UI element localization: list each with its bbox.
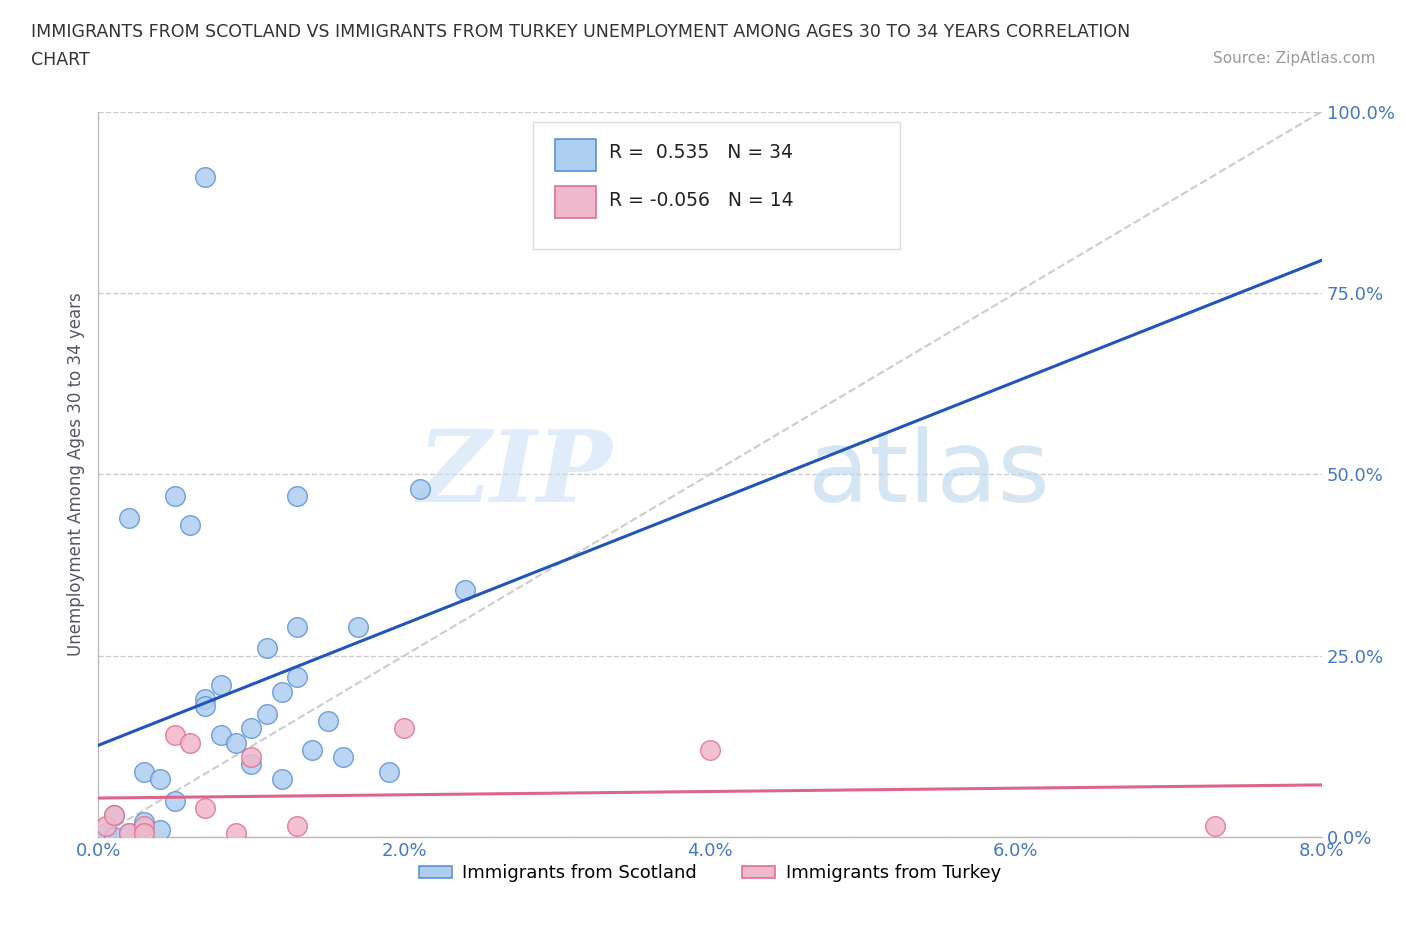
Point: [285, 670, 308, 684]
FancyBboxPatch shape: [555, 140, 596, 171]
Point: [94, 826, 117, 841]
Point: [225, 826, 247, 841]
Point: [454, 583, 477, 598]
Point: [240, 721, 263, 736]
Text: ZIP: ZIP: [418, 426, 612, 523]
Point: [256, 706, 278, 721]
FancyBboxPatch shape: [533, 123, 900, 249]
Point: [285, 818, 308, 833]
Point: [270, 684, 294, 699]
Point: [103, 808, 125, 823]
Point: [194, 692, 217, 707]
Text: IMMIGRANTS FROM SCOTLAND VS IMMIGRANTS FROM TURKEY UNEMPLOYMENT AMONG AGES 30 TO: IMMIGRANTS FROM SCOTLAND VS IMMIGRANTS F…: [31, 23, 1130, 41]
Point: [163, 488, 186, 503]
Point: [103, 808, 125, 823]
Text: CHART: CHART: [31, 51, 90, 69]
Point: [134, 764, 156, 779]
Point: [256, 641, 278, 656]
Point: [194, 699, 217, 714]
Point: [301, 742, 323, 757]
Point: [94, 818, 117, 833]
Text: atlas: atlas: [808, 426, 1049, 523]
Point: [194, 169, 217, 184]
Point: [316, 713, 339, 728]
Text: R =  0.535   N = 34: R = 0.535 N = 34: [609, 143, 793, 163]
Point: [408, 482, 430, 497]
Point: [347, 619, 370, 634]
Point: [179, 736, 201, 751]
Point: [285, 488, 308, 503]
Point: [118, 511, 141, 525]
Point: [209, 677, 232, 692]
Point: [163, 793, 186, 808]
Point: [134, 818, 156, 833]
Point: [1204, 818, 1226, 833]
Point: [270, 772, 294, 787]
Point: [240, 757, 263, 772]
Text: R = -0.056   N = 14: R = -0.056 N = 14: [609, 191, 793, 209]
Point: [209, 728, 232, 743]
Point: [118, 826, 141, 841]
Point: [149, 772, 172, 787]
Point: [332, 750, 354, 764]
Point: [285, 619, 308, 634]
Point: [378, 764, 401, 779]
Y-axis label: Unemployment Among Ages 30 to 34 years: Unemployment Among Ages 30 to 34 years: [66, 292, 84, 657]
Point: [103, 830, 125, 844]
FancyBboxPatch shape: [555, 186, 596, 219]
Point: [134, 826, 156, 841]
Point: [163, 728, 186, 743]
Point: [225, 736, 247, 751]
Legend: Immigrants from Scotland, Immigrants from Turkey: Immigrants from Scotland, Immigrants fro…: [412, 857, 1008, 890]
Point: [149, 822, 172, 837]
Point: [240, 750, 263, 764]
Text: Source: ZipAtlas.com: Source: ZipAtlas.com: [1212, 51, 1375, 66]
Point: [134, 815, 156, 830]
Point: [179, 518, 201, 533]
Point: [392, 721, 416, 736]
Point: [194, 801, 217, 816]
Point: [118, 826, 141, 841]
Point: [699, 742, 721, 757]
